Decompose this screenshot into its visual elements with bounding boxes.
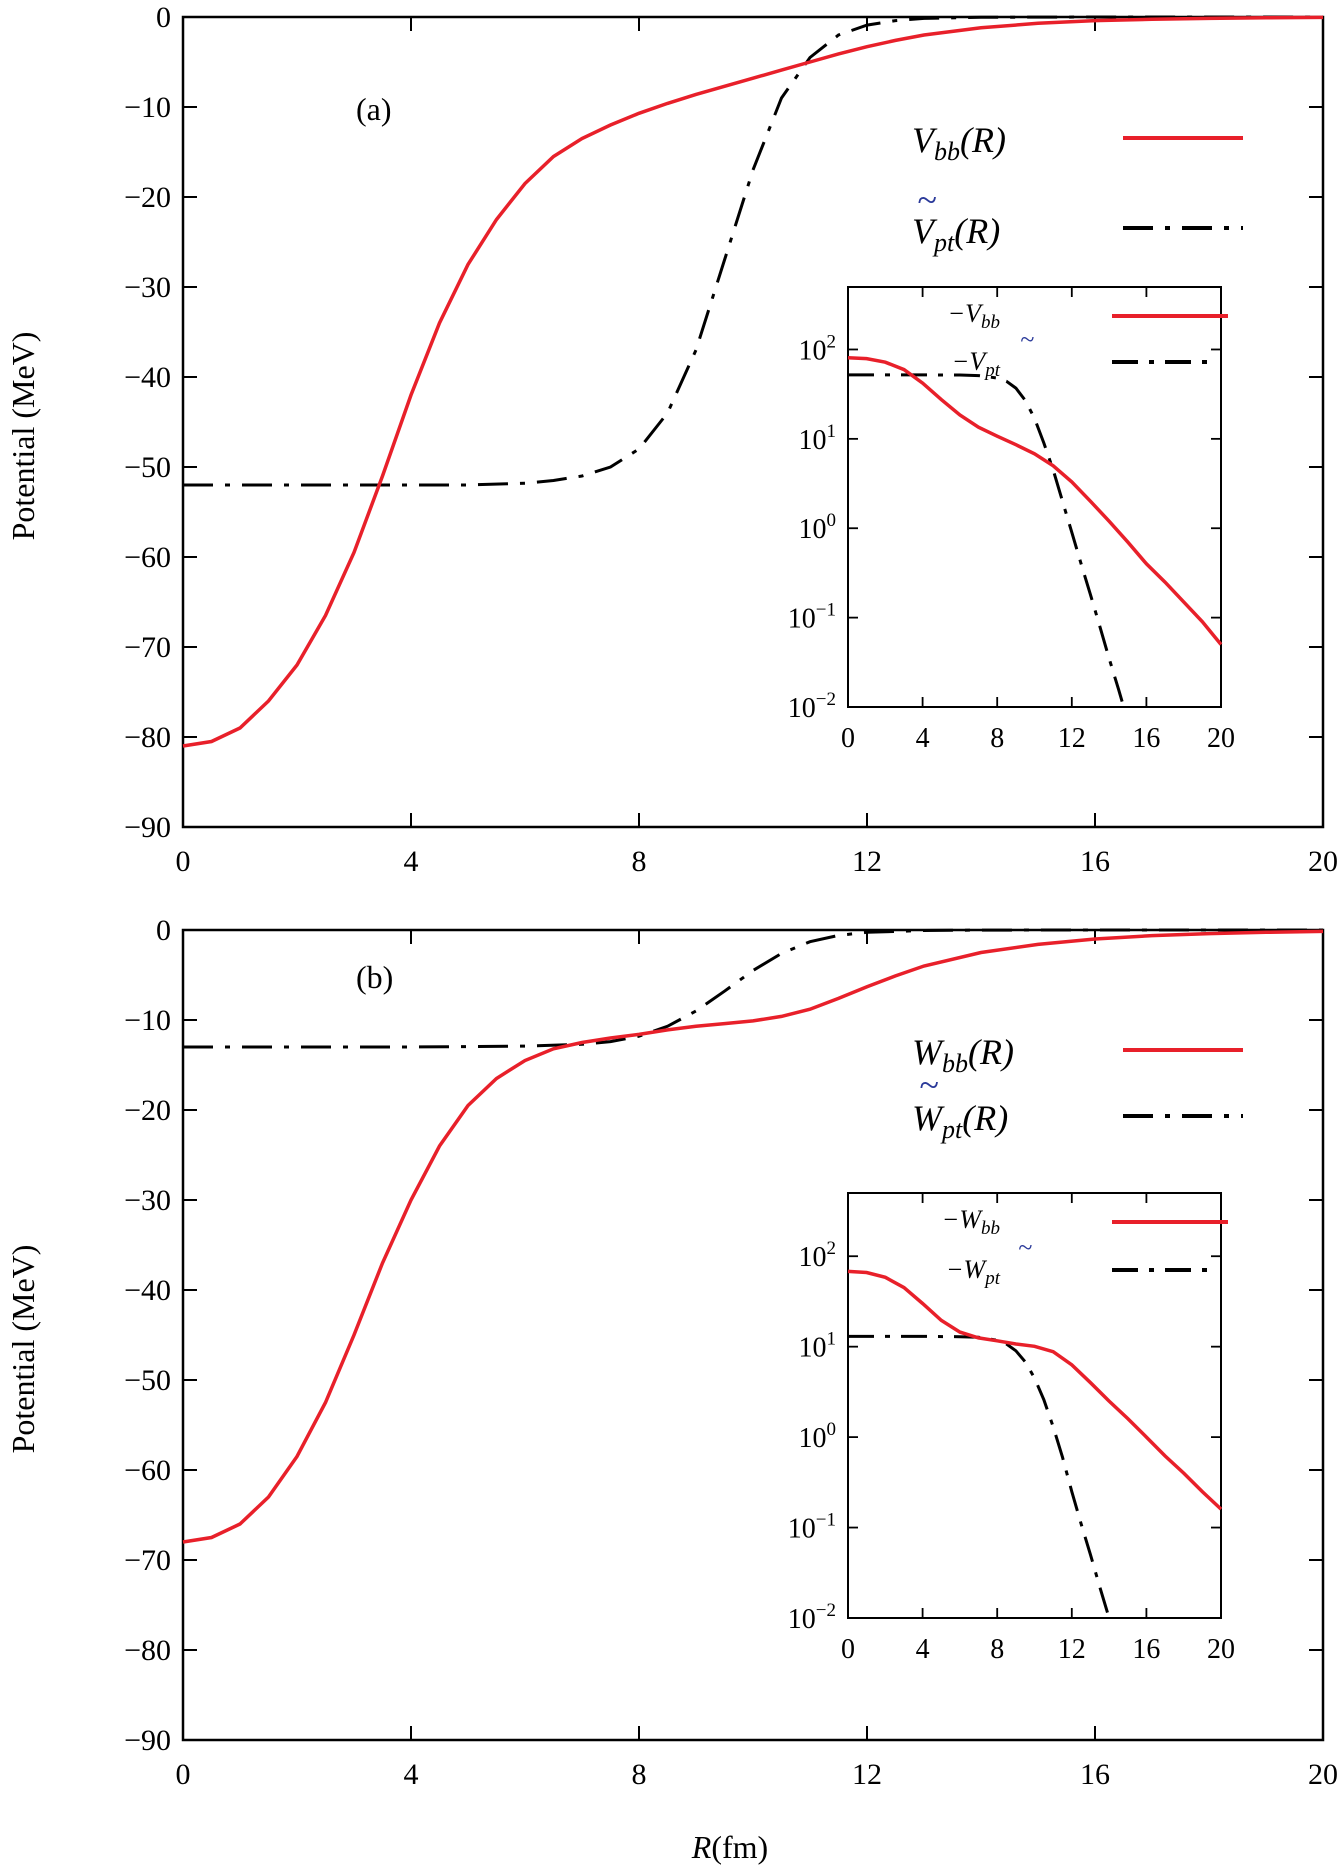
x-tick-label: 20 bbox=[1308, 845, 1338, 878]
panel-a-ylabel: Potential (MeV) bbox=[5, 332, 41, 541]
y-tick-label: −40 bbox=[124, 1274, 171, 1307]
inset-b-legend: −Wbb ~ −Wpt bbox=[942, 1205, 1228, 1289]
y-tick-label: −30 bbox=[124, 271, 171, 304]
x-axis-label: R(fm) bbox=[691, 1829, 768, 1865]
y-tick-label: 0 bbox=[156, 914, 171, 947]
inset-y-tick-label: 101 bbox=[799, 1329, 837, 1364]
panel-b-ylabel: Potential (MeV) bbox=[5, 1245, 41, 1454]
inset-x-tick-label: 8 bbox=[990, 723, 1004, 754]
legend-a-series1: Vbb(R) bbox=[912, 120, 1006, 166]
panel-b-frame bbox=[181, 928, 1325, 1742]
panel-b-legend: Wbb(R) ~ Wpt(R) bbox=[912, 1032, 1243, 1144]
inset-b-legend-series1: −Wbb bbox=[942, 1205, 1000, 1239]
inset-b-frame bbox=[847, 1192, 1222, 1619]
inset-y-tick-label: 100 bbox=[799, 510, 837, 545]
inset-y-tick-label: 101 bbox=[799, 421, 837, 456]
panel-b: 0 4 8 12 16 20 0 −10 −20 −30 −40 −50 −60 −70 −80 −90 (b… bbox=[5, 914, 1338, 1791]
inset-y-tick-label: 10−1 bbox=[788, 1510, 836, 1545]
panel-b-axes: 0 4 8 12 16 20 0 −10 −20 −30 −40 −50 −60 −70 −80 −90 bbox=[124, 914, 1338, 1791]
y-tick-label: −80 bbox=[124, 721, 171, 754]
inset-y-tick-label: 10−2 bbox=[788, 689, 836, 724]
y-tick-label: −20 bbox=[124, 1094, 171, 1127]
y-tick-label: −60 bbox=[124, 541, 171, 574]
inset-x-tick-label: 0 bbox=[841, 1634, 855, 1665]
inset-a-legend-series2-tilde: ~ bbox=[1020, 325, 1034, 354]
y-tick-label: −10 bbox=[124, 91, 171, 124]
inset-x-tick-label: 16 bbox=[1132, 1634, 1160, 1665]
inset-y-tick-label: 102 bbox=[799, 1238, 837, 1273]
panel-b-series-wpt bbox=[183, 928, 1323, 1049]
inset-a-series-vbb bbox=[847, 355, 1223, 646]
legend-b-series2-tilde: ~ bbox=[919, 1065, 938, 1105]
x-tick-label: 12 bbox=[852, 845, 882, 878]
inset-a-series-vpt bbox=[848, 373, 1126, 708]
x-tick-label: 12 bbox=[852, 1758, 882, 1791]
inset-a-axes: 0 4 8 12 16 20 102 101 100 10−1 10−2 bbox=[788, 287, 1235, 754]
inset-b-legend-series2: −Wpt bbox=[946, 1255, 1001, 1289]
inset-x-tick-label: 4 bbox=[916, 1634, 930, 1665]
panel-a-label: (a) bbox=[356, 91, 392, 127]
inset-x-tick-label: 8 bbox=[990, 1634, 1004, 1665]
inset-b-axes: 0 4 8 12 16 20 102 101 100 10−1 10−2 bbox=[788, 1193, 1235, 1665]
legend-a-series2-tilde: ~ bbox=[917, 180, 936, 220]
inset-x-tick-label: 20 bbox=[1207, 723, 1235, 754]
inset-a-frame bbox=[847, 286, 1222, 708]
inset-a-legend-series1: −Vbb bbox=[948, 299, 1000, 333]
inset-b-series-wbb bbox=[847, 1269, 1223, 1511]
legend-a-series2: Vpt(R) bbox=[912, 211, 1000, 257]
inset-y-tick-label: 100 bbox=[799, 1419, 837, 1454]
x-tick-label: 20 bbox=[1308, 1758, 1338, 1791]
inset-x-tick-label: 0 bbox=[841, 723, 855, 754]
x-tick-label: 0 bbox=[176, 1758, 191, 1791]
inset-b-legend-series2-tilde: ~ bbox=[1018, 1233, 1032, 1262]
inset-x-tick-label: 12 bbox=[1058, 1634, 1086, 1665]
inset-a-legend: −Vbb ~ −Vpt bbox=[948, 299, 1228, 381]
x-tick-label: 8 bbox=[632, 1758, 647, 1791]
inset-x-tick-label: 4 bbox=[916, 723, 930, 754]
y-tick-label: −70 bbox=[124, 631, 171, 664]
panel-b-inset: 0 4 8 12 16 20 102 101 100 10−1 10−2 −Wbb ~ −Wpt bbox=[788, 1192, 1235, 1665]
y-tick-label: −60 bbox=[124, 1454, 171, 1487]
legend-b-series1: Wbb(R) bbox=[912, 1032, 1014, 1078]
inset-a-legend-series2: −Vpt bbox=[952, 347, 1001, 381]
x-tick-label: 16 bbox=[1080, 1758, 1110, 1791]
y-tick-label: −80 bbox=[124, 1634, 171, 1667]
y-tick-label: −50 bbox=[124, 1364, 171, 1397]
x-tick-label: 8 bbox=[632, 845, 647, 878]
y-tick-label: −30 bbox=[124, 1184, 171, 1217]
x-tick-label: 4 bbox=[404, 845, 419, 878]
panel-a-series-vpt bbox=[183, 15, 1323, 487]
panel-a-frame bbox=[181, 15, 1325, 829]
panel-a: 0 4 8 12 16 20 0 −10 −20 −30 −40 −50 −60 −70 −80 −90 (a… bbox=[5, 1, 1338, 878]
inset-x-tick-label: 12 bbox=[1058, 723, 1086, 754]
inset-x-tick-label: 20 bbox=[1207, 1634, 1235, 1665]
y-tick-label: −20 bbox=[124, 181, 171, 214]
y-tick-label: 0 bbox=[156, 1, 171, 34]
panel-a-series-vbb bbox=[182, 15, 1324, 748]
y-tick-label: −90 bbox=[124, 1724, 171, 1757]
inset-x-tick-label: 16 bbox=[1132, 723, 1160, 754]
inset-y-tick-label: 102 bbox=[799, 331, 837, 366]
inset-y-tick-label: 10−1 bbox=[788, 600, 836, 635]
panel-b-label: (b) bbox=[356, 959, 393, 995]
x-tick-label: 0 bbox=[176, 845, 191, 878]
x-tick-label: 4 bbox=[404, 1758, 419, 1791]
y-tick-label: −70 bbox=[124, 1544, 171, 1577]
y-tick-label: −40 bbox=[124, 361, 171, 394]
y-tick-label: −50 bbox=[124, 451, 171, 484]
panel-a-axes: 0 4 8 12 16 20 0 −10 −20 −30 −40 −50 −60 −70 −80 −90 bbox=[124, 1, 1338, 878]
legend-b-series2: Wpt(R) bbox=[912, 1098, 1008, 1144]
inset-y-tick-label: 10−2 bbox=[788, 1600, 836, 1635]
panel-b-series-wbb bbox=[182, 929, 1324, 1544]
y-tick-label: −90 bbox=[124, 811, 171, 844]
y-tick-label: −10 bbox=[124, 1004, 171, 1037]
x-tick-label: 16 bbox=[1080, 845, 1110, 878]
panel-a-legend: Vbb(R) ~ Vpt(R) bbox=[912, 120, 1243, 257]
panel-a-inset: 0 4 8 12 16 20 102 101 100 10−1 10−2 −Vbb ~ −Vpt bbox=[788, 286, 1235, 754]
